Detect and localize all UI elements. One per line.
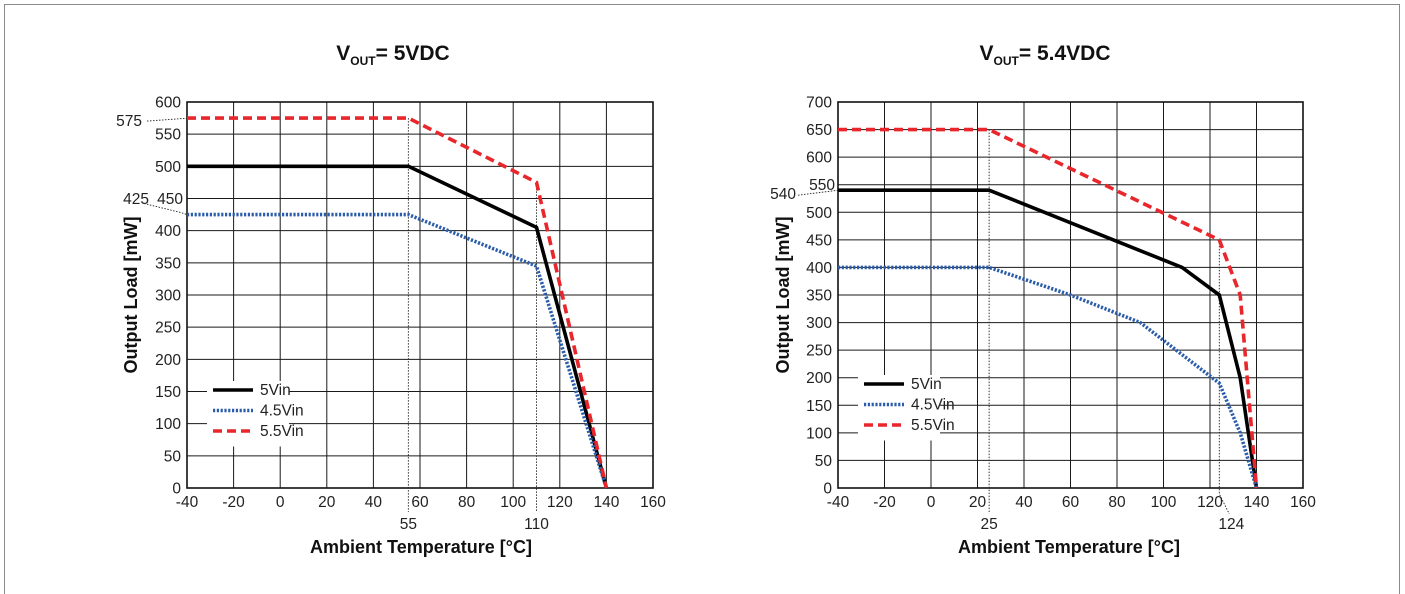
y-tick-label: 150 xyxy=(155,384,181,401)
marker-label-575: 575 xyxy=(116,113,142,130)
title-sub: OUT xyxy=(994,54,1020,68)
y-tick-label: 50 xyxy=(815,453,833,470)
x-tick-label: 20 xyxy=(318,494,336,511)
y-tick-label: 600 xyxy=(806,150,832,167)
legend-label: 4.5Vin xyxy=(911,397,955,414)
y-axis-label: Output Load [mW] xyxy=(121,217,141,374)
y-tick-label: 400 xyxy=(155,223,181,240)
plot-frame xyxy=(837,101,1304,489)
marker-label-425: 425 xyxy=(123,191,149,208)
x-tick-label: 160 xyxy=(1290,494,1316,511)
y-tick-label: 0 xyxy=(172,481,181,498)
x-tick-label: 20 xyxy=(969,494,987,511)
y-tick-label: 550 xyxy=(809,177,835,194)
y-tick-label: 700 xyxy=(806,95,832,112)
marker-guide-425 xyxy=(143,203,188,216)
series-4_5vin xyxy=(838,265,1259,489)
series-4_5vin xyxy=(187,212,609,489)
y-tick-label: 100 xyxy=(155,416,181,433)
x-tick-label: 80 xyxy=(458,494,476,511)
y-tick-label: 50 xyxy=(164,448,182,465)
y-tick-label: 550 xyxy=(155,127,181,144)
marker-label-25: 25 xyxy=(981,516,998,533)
x-tick-label: 40 xyxy=(1015,494,1033,511)
marker-label-124: 124 xyxy=(1218,516,1244,533)
y-tick-label: 500 xyxy=(806,205,832,222)
y-tick-label: 350 xyxy=(806,288,832,305)
plot-frame xyxy=(186,101,654,489)
y-tick-label: 100 xyxy=(806,425,832,442)
x-tick-label: 140 xyxy=(1244,494,1270,511)
series-5vin xyxy=(187,164,609,489)
legend-label: 4.5Vin xyxy=(260,403,304,420)
y-tick-label: 300 xyxy=(155,288,181,305)
y-tick-label: 250 xyxy=(155,320,181,337)
x-tick-label: 140 xyxy=(593,494,619,511)
series-5_5vin xyxy=(187,116,609,489)
x-tick-label: -20 xyxy=(222,494,245,511)
title-rest: = 5VDC xyxy=(376,42,450,65)
x-tick-label: 100 xyxy=(500,494,526,511)
legend-label: 5.5Vin xyxy=(911,417,955,434)
x-tick-label: 40 xyxy=(365,494,383,511)
x-tick-label: -40 xyxy=(827,494,850,511)
chart-1: VOUT= 5VDC050100150200250300350400450500… xyxy=(116,42,666,557)
title-sub: OUT xyxy=(350,54,376,68)
x-tick-label: 60 xyxy=(1062,494,1080,511)
y-tick-label: 200 xyxy=(806,370,832,387)
chart-title: VOUT= 5VDC xyxy=(336,42,449,68)
y-tick-label: 450 xyxy=(806,232,832,249)
x-tick-label: 60 xyxy=(411,494,429,511)
series-5vin xyxy=(838,188,1259,489)
y-axis-label: Output Load [mW] xyxy=(773,217,793,374)
x-tick-label: 120 xyxy=(547,494,573,511)
y-tick-label: 250 xyxy=(806,343,832,360)
x-tick-label: -20 xyxy=(873,494,896,511)
title-rest: = 5.4VDC xyxy=(1019,42,1111,65)
y-tick-label: 150 xyxy=(806,398,832,415)
legend-label: 5.5Vin xyxy=(260,423,304,440)
y-tick-label: 200 xyxy=(155,352,181,369)
x-tick-label: 80 xyxy=(1108,494,1126,511)
marker-label-110: 110 xyxy=(524,516,549,533)
x-tick-label: -40 xyxy=(176,494,199,511)
y-tick-label: 300 xyxy=(806,315,832,332)
x-axis-label: Ambient Temperature [°C] xyxy=(310,537,532,557)
y-tick-label: 500 xyxy=(155,159,181,176)
legend-label: 5Vin xyxy=(260,382,291,399)
figure-frame xyxy=(4,4,1400,594)
y-tick-label: 0 xyxy=(823,481,832,498)
x-tick-label: 100 xyxy=(1151,494,1177,511)
y-tick-label: 450 xyxy=(157,191,183,208)
y-tick-label: 350 xyxy=(155,255,181,272)
legend-box xyxy=(858,375,940,441)
chart-2: VOUT= 5.4VDC0501001502002503003504004505… xyxy=(770,42,1316,557)
marker-label-540: 540 xyxy=(770,186,796,203)
x-tick-label: 0 xyxy=(927,494,936,511)
y-tick-label: 650 xyxy=(806,122,832,139)
x-tick-label: 0 xyxy=(276,494,285,511)
marker-guide-575 xyxy=(146,117,190,122)
x-axis-label: Ambient Temperature [°C] xyxy=(958,537,1180,557)
series-5_5vin xyxy=(838,127,1259,489)
y-tick-label: 400 xyxy=(806,260,832,277)
title-v: V xyxy=(980,42,994,65)
y-tick-label: 600 xyxy=(155,95,181,112)
x-tick-label: 120 xyxy=(1197,494,1223,511)
x-tick-label: 160 xyxy=(640,494,666,511)
marker-guide-124 xyxy=(1218,239,1230,515)
legend-box xyxy=(207,381,289,447)
chart-title: VOUT= 5.4VDC xyxy=(980,42,1111,68)
legend-label: 5Vin xyxy=(911,376,942,393)
marker-label-55: 55 xyxy=(400,516,417,533)
title-v: V xyxy=(336,42,350,65)
